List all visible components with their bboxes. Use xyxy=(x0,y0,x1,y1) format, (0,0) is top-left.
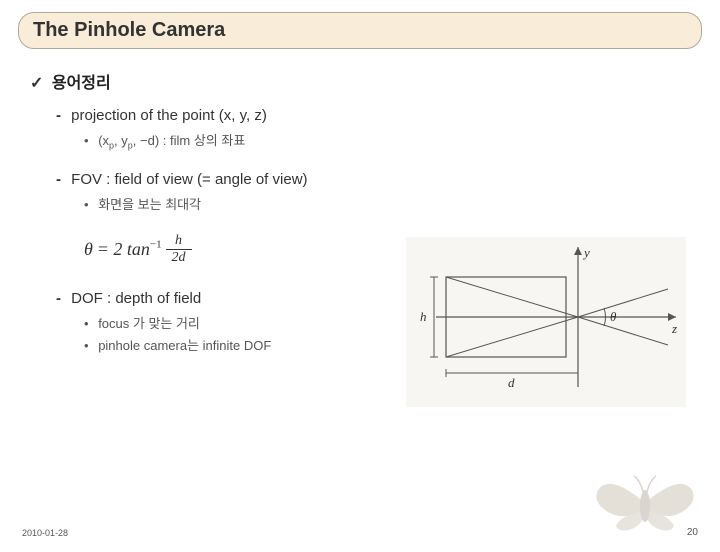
bullet-text: DOF : depth of field xyxy=(71,290,201,307)
footer-page-number: 20 xyxy=(687,527,698,538)
formula-theta: θ xyxy=(84,239,93,259)
svg-text:h: h xyxy=(420,309,427,324)
sub-bullet: • (xp, yp, −d) : film 상의 좌표 xyxy=(84,130,690,151)
sub-text: , −d) : film 상의 좌표 xyxy=(133,133,246,148)
sub-text: , y xyxy=(114,133,128,148)
dash-icon: - xyxy=(56,290,61,307)
slide-title: The Pinhole Camera xyxy=(18,12,702,49)
section-head-text: 용어정리 xyxy=(52,75,111,92)
svg-text:θ: θ xyxy=(610,309,617,324)
dot-icon: • xyxy=(84,133,89,148)
sub-bullet: • 화면을 보는 최대각 xyxy=(84,194,690,213)
moth-watermark-icon xyxy=(590,468,700,538)
formula-fraction: h 2d xyxy=(166,233,192,266)
dot-icon: • xyxy=(84,338,89,353)
formula-eq: = 2 tan xyxy=(97,239,150,259)
bullet-text: projection of the point (x, y, z) xyxy=(71,107,267,124)
dot-icon: • xyxy=(84,316,89,331)
bullet-lead: - projection of the point (x, y, z) xyxy=(56,107,690,124)
sub-text: focus 가 맞는 거리 xyxy=(98,316,200,331)
bullet-lead: - FOV : field of view (= angle of view) xyxy=(56,171,690,188)
formula-sup: −1 xyxy=(150,238,162,250)
svg-text:y: y xyxy=(582,245,590,260)
check-icon: ✓ xyxy=(30,75,43,92)
sub-text: (x xyxy=(98,133,109,148)
dot-icon: • xyxy=(84,197,89,212)
fraction-numerator: h xyxy=(166,233,192,250)
dash-icon: - xyxy=(56,171,61,188)
section-heading: ✓ 용어정리 xyxy=(30,69,690,93)
footer-date: 2010-01-28 xyxy=(22,528,68,538)
fov-diagram: y z h d θ xyxy=(406,237,686,407)
sub-text: 화면을 보는 최대각 xyxy=(98,197,201,212)
svg-text:z: z xyxy=(671,321,677,336)
bullet-item: - FOV : field of view (= angle of view) … xyxy=(56,171,690,213)
dash-icon: - xyxy=(56,107,61,124)
sub-text: pinhole camera는 infinite DOF xyxy=(98,338,271,353)
svg-text:d: d xyxy=(508,375,515,390)
bullet-item: - projection of the point (x, y, z) • (x… xyxy=(56,107,690,151)
fraction-denominator: 2d xyxy=(166,250,192,266)
bullet-text: FOV : field of view (= angle of view) xyxy=(71,171,307,188)
